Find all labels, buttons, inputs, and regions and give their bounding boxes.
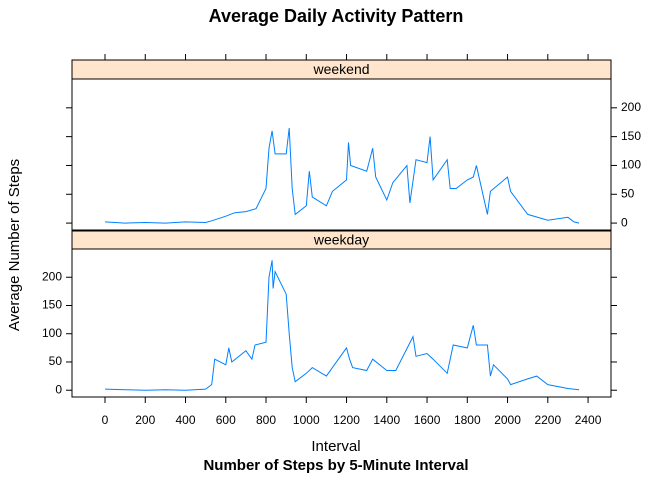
y-tick-label: 50 bbox=[621, 186, 635, 200]
panel bbox=[71, 248, 612, 398]
x-tick-label: 1000 bbox=[293, 413, 320, 427]
y-axis-label: Average Number of Steps bbox=[6, 159, 23, 331]
y-tick-label: 50 bbox=[49, 354, 63, 368]
y-tick-label: 100 bbox=[42, 326, 62, 340]
x-tick-label: 400 bbox=[176, 413, 196, 427]
y-tick-label: 0 bbox=[55, 382, 62, 396]
x-tick-label: 1200 bbox=[333, 413, 360, 427]
x-tick-label: 600 bbox=[216, 413, 236, 427]
subtitle: Number of Steps by 5-Minute Interval bbox=[203, 457, 468, 474]
x-tick-label: 0 bbox=[102, 413, 109, 427]
x-tick-label: 1800 bbox=[454, 413, 481, 427]
x-tick-label: 2000 bbox=[494, 413, 521, 427]
panel bbox=[71, 78, 612, 231]
x-axis-label: Interval bbox=[311, 438, 360, 455]
y-tick-label: 150 bbox=[621, 129, 641, 143]
y-tick-label: 200 bbox=[621, 100, 641, 114]
y-tick-label: 150 bbox=[42, 298, 62, 312]
x-tick-label: 1600 bbox=[414, 413, 441, 427]
x-tick-label: 200 bbox=[135, 413, 155, 427]
y-tick-label: 200 bbox=[42, 269, 62, 283]
strip-label: weekday bbox=[313, 232, 369, 248]
y-tick-label: 100 bbox=[621, 158, 641, 172]
x-tick-label: 2200 bbox=[534, 413, 561, 427]
y-tick-label: 0 bbox=[621, 215, 628, 229]
x-tick-label: 2400 bbox=[575, 413, 602, 427]
data-line bbox=[104, 260, 580, 391]
x-tick-label: 1400 bbox=[373, 413, 400, 427]
chart-title: Average Daily Activity Pattern bbox=[209, 6, 464, 26]
data-line bbox=[104, 127, 580, 224]
x-tick-label: 800 bbox=[256, 413, 276, 427]
strip-label: weekend bbox=[312, 61, 369, 77]
